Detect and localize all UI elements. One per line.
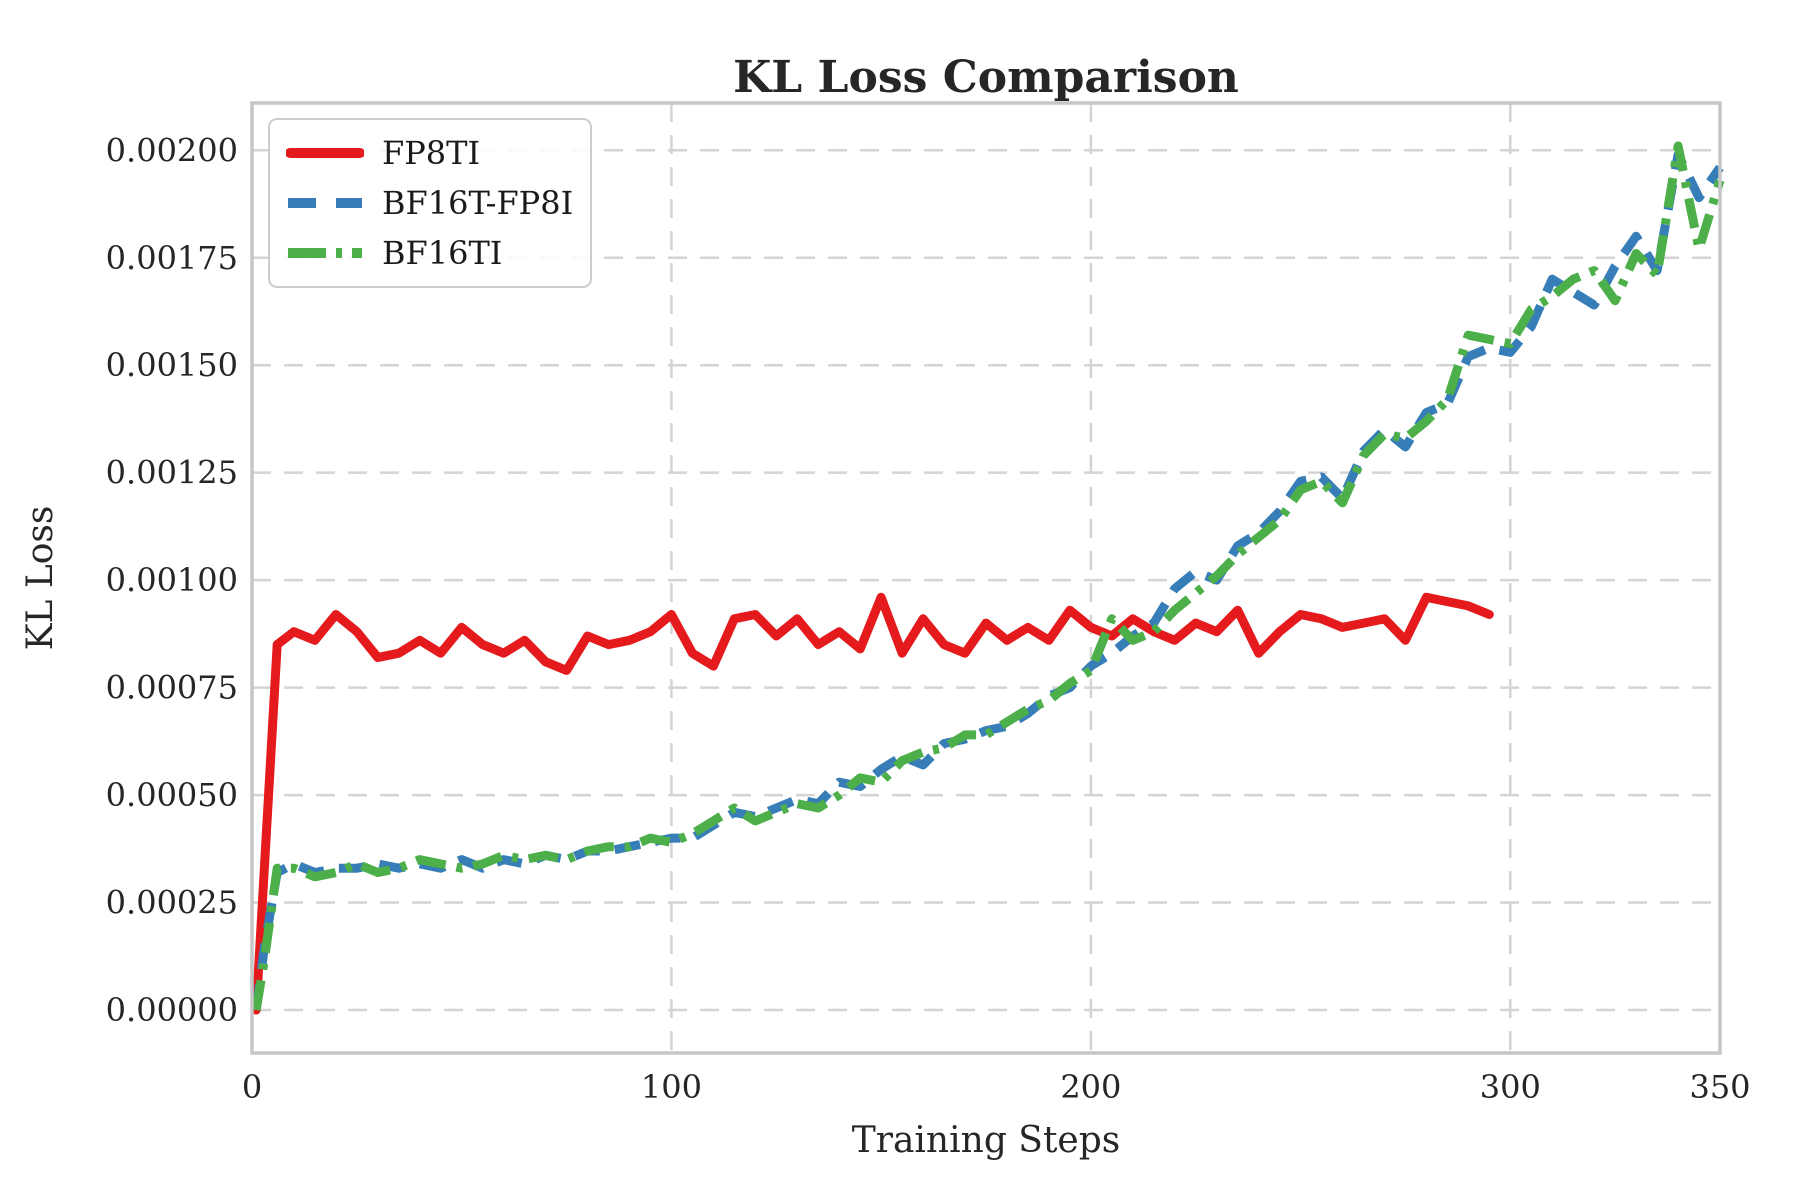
legend-line-swatch-bf16ti xyxy=(288,248,362,258)
chart-title: KL Loss Comparison xyxy=(733,52,1239,103)
legend-line-swatch-bf16t-fp8i xyxy=(288,198,362,208)
x-tick-label: 300 xyxy=(1480,1068,1541,1106)
x-axis-label: Training Steps xyxy=(852,1120,1121,1161)
x-tick-labels: 0 100 200 300 350 xyxy=(242,1068,1751,1106)
legend: FP8TI BF16T-FP8I BF16TI xyxy=(268,118,592,288)
y-tick-label: 0.00025 xyxy=(106,884,238,922)
y-axis-label: KL Loss xyxy=(20,506,61,651)
legend-item-bf16ti: BF16TI xyxy=(286,232,572,274)
legend-label: BF16TI xyxy=(382,234,503,272)
y-tick-label: 0.00200 xyxy=(106,131,238,169)
legend-label: BF16T-FP8I xyxy=(382,184,574,222)
y-tick-label: 0.00000 xyxy=(106,991,238,1029)
y-tick-label: 0.00175 xyxy=(106,239,238,277)
y-tick-label: 0.00050 xyxy=(106,776,238,814)
x-tick-label: 0 xyxy=(242,1068,262,1106)
x-tick-label: 100 xyxy=(641,1068,702,1106)
axes-spines xyxy=(250,101,1722,1055)
legend-item-bf16t-fp8i: BF16T-FP8I xyxy=(286,182,574,224)
y-tick-labels: 0.00000 0.00025 0.00050 0.00075 0.00100 0.001… xyxy=(106,131,238,1029)
legend-line-swatch-fp8ti xyxy=(286,148,364,158)
y-tick-label: 0.00075 xyxy=(106,669,238,707)
y-tick-label: 0.00100 xyxy=(106,561,238,599)
y-tick-label: 0.00125 xyxy=(106,454,238,492)
gridlines xyxy=(252,103,1720,1053)
data-series xyxy=(251,141,1725,1015)
legend-item-fp8ti: FP8TI xyxy=(286,132,572,174)
series-line-fp8ti xyxy=(251,592,1494,1015)
x-tick-label: 200 xyxy=(1060,1068,1121,1106)
legend-label: FP8TI xyxy=(382,134,481,172)
x-tick-label: 350 xyxy=(1689,1068,1750,1106)
series-line-bf16ti xyxy=(251,141,1725,1011)
y-tick-label: 0.00150 xyxy=(106,346,238,384)
